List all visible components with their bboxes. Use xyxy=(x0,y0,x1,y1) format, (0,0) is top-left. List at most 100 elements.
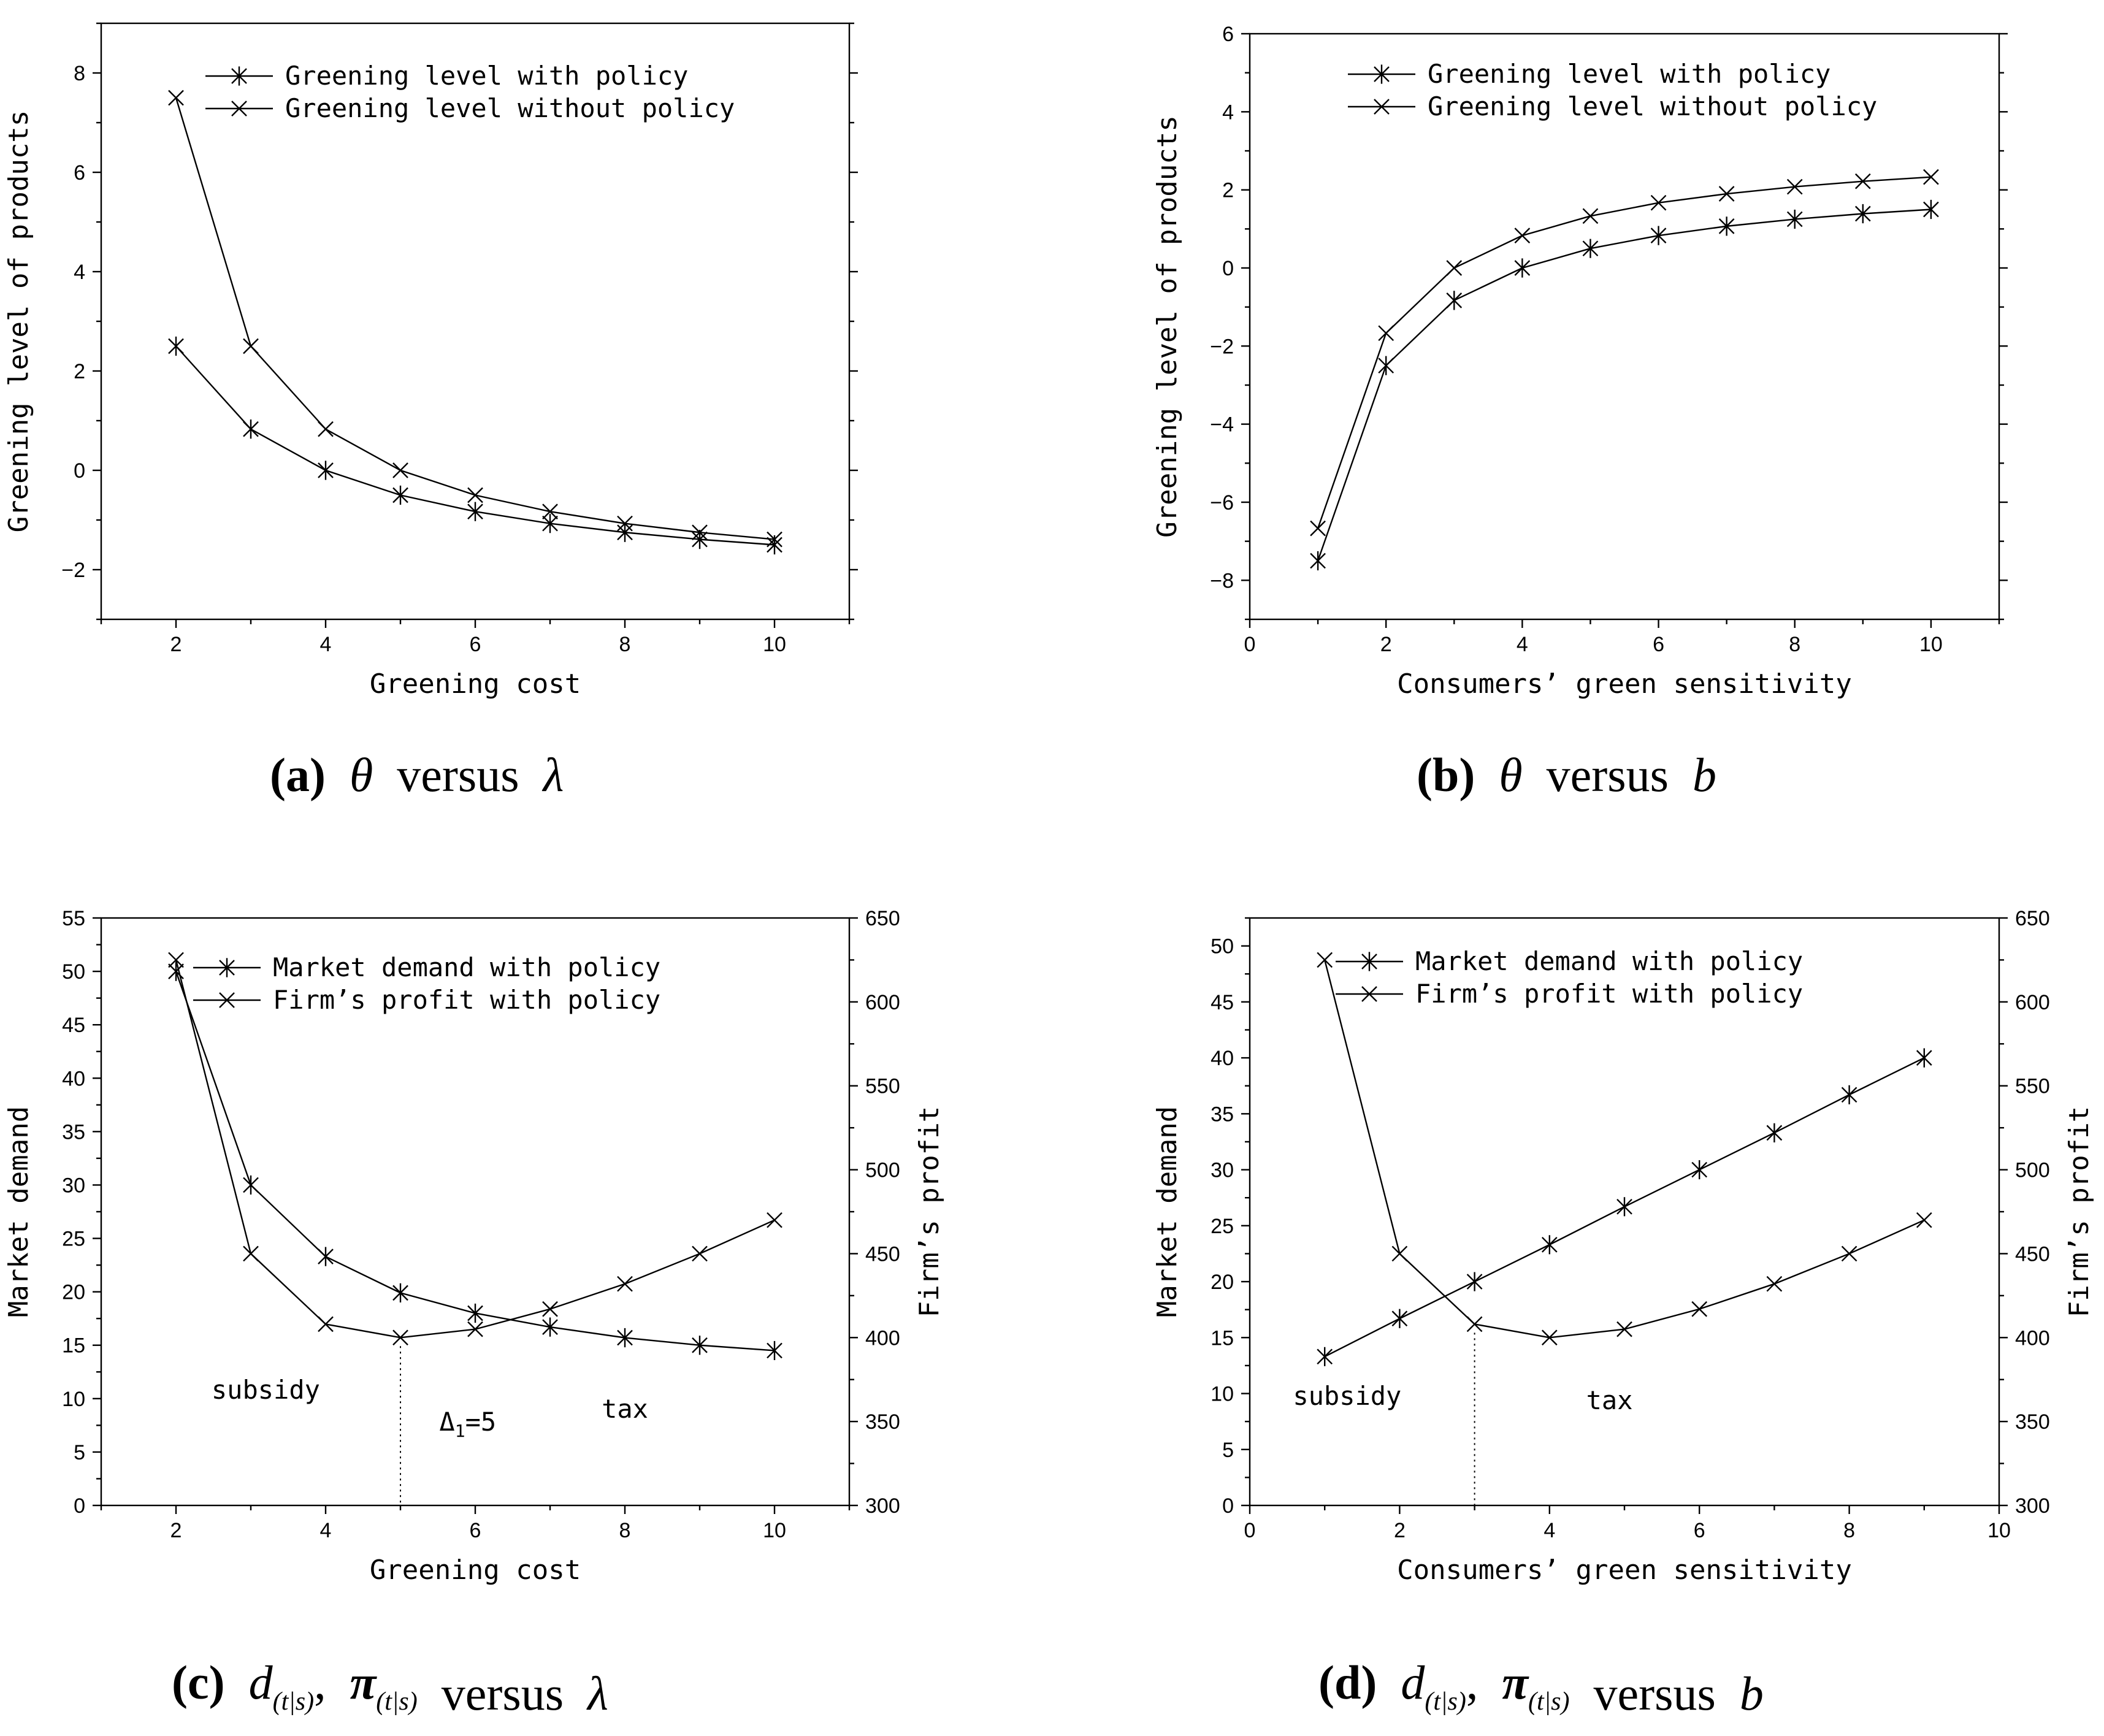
data-point-1 xyxy=(1391,1309,1408,1328)
panel-caption: (b) θ versus b xyxy=(1417,748,1716,801)
y-tick-label: 25 xyxy=(1211,1215,1234,1238)
y-tick-label: −8 xyxy=(1210,569,1234,592)
plot-frame xyxy=(1249,33,2000,621)
y-tick-label: 4 xyxy=(1222,101,1234,124)
data-point-2 xyxy=(243,338,259,354)
data-point-1 xyxy=(1923,199,1939,220)
delta-subscript: 1 xyxy=(455,1421,465,1441)
y-tick-label: 5 xyxy=(1222,1439,1234,1462)
y2-tick-label: 350 xyxy=(865,1410,900,1434)
x-tick-label: 8 xyxy=(1789,633,1800,656)
y2-tick-label: 650 xyxy=(865,907,900,930)
y-tick-label: 5 xyxy=(74,1441,85,1464)
panel-caption: (d) d(t|s), π(t|s) versus b xyxy=(1318,1656,1764,1720)
caption-d: d xyxy=(249,1656,274,1709)
x-tick-label: 10 xyxy=(763,633,786,656)
y2-tick-label: 500 xyxy=(2015,1159,2050,1182)
caption-parameter: b xyxy=(1693,748,1716,801)
data-point-2 xyxy=(1854,173,1871,189)
x-axis-label: Consumers’ green sensitivity xyxy=(1397,1554,1852,1586)
data-point-1 xyxy=(243,1175,259,1195)
y-tick-label: −6 xyxy=(1210,491,1234,514)
data-point-2 xyxy=(1317,952,1333,968)
y-axis-label: Market demand xyxy=(3,1106,34,1317)
caption-space xyxy=(1523,748,1547,801)
caption-d: d xyxy=(1401,1656,1425,1709)
caption-comma: , xyxy=(314,1656,326,1709)
y2-tick-label: 600 xyxy=(2015,991,2050,1014)
y-tick-label: 2 xyxy=(74,360,85,383)
data-point-1 xyxy=(1854,204,1871,224)
y-tick-label: 45 xyxy=(62,1014,85,1037)
legend-marker-1 xyxy=(231,66,247,86)
y-tick-label: 4 xyxy=(74,261,85,284)
y-tick-label: 6 xyxy=(74,161,85,185)
y-tick-label: 0 xyxy=(74,1494,85,1518)
y2-tick-label: 350 xyxy=(2015,1410,2050,1434)
panel-caption: (c) d(t|s), π(t|s) versus λ xyxy=(172,1656,608,1720)
x-tick-label: 0 xyxy=(1244,633,1256,656)
data-point-2 xyxy=(1378,325,1394,342)
y-tick-label: 10 xyxy=(1211,1383,1234,1406)
data-point-1 xyxy=(1916,1048,1932,1068)
data-point-1 xyxy=(168,336,184,356)
data-point-1 xyxy=(1766,1123,1783,1142)
y-tick-label: 8 xyxy=(74,62,85,85)
delta-value: =5 xyxy=(465,1407,497,1437)
data-point-1 xyxy=(542,1317,558,1337)
caption-space xyxy=(1475,748,1499,801)
x-tick-label: 10 xyxy=(763,1519,786,1542)
caption-pi: π xyxy=(350,1656,378,1709)
caption-space xyxy=(1377,1656,1401,1709)
chart-d: 0 2 4 6 8 10 0 5 10 15 20 25 30 35 40 45 50 300 350 400 450 5… xyxy=(1152,907,2095,1720)
caption-label: (c) xyxy=(172,1656,225,1709)
caption-space xyxy=(326,748,350,801)
data-point-2 xyxy=(1916,1212,1932,1228)
legend-label-1: Market demand with policy xyxy=(273,952,660,982)
series-line-2 xyxy=(175,98,775,540)
data-point-2 xyxy=(1718,186,1735,202)
data-point-1 xyxy=(243,419,259,439)
y-tick-label: 20 xyxy=(1211,1271,1234,1294)
data-point-2 xyxy=(1841,1245,1857,1262)
data-point-1 xyxy=(1718,216,1735,236)
data-point-1 xyxy=(1541,1235,1558,1255)
data-point-1 xyxy=(692,1336,708,1355)
y-tick-label: 30 xyxy=(1211,1159,1234,1182)
y-axis-label: Greening level of products xyxy=(1152,115,1183,538)
x-tick-label: 8 xyxy=(619,1519,631,1542)
data-point-2 xyxy=(542,503,558,520)
x-tick-label: 2 xyxy=(170,633,182,656)
x-tick-label: 2 xyxy=(1394,1519,1406,1542)
y-tick-label: 45 xyxy=(1211,991,1234,1014)
data-point-1 xyxy=(318,1247,334,1266)
legend-label-1: Greening level with policy xyxy=(285,61,688,91)
panel-caption: (a) θ versus λ xyxy=(270,748,564,801)
data-point-1 xyxy=(392,485,408,505)
delta-annotation: Δ1=5 xyxy=(439,1407,496,1441)
caption-space xyxy=(519,748,543,801)
caption-space xyxy=(1716,1667,1740,1720)
y2-tick-label: 600 xyxy=(865,991,900,1014)
caption-word: versus xyxy=(1547,748,1669,801)
annotation-subsidy: subsidy xyxy=(1293,1381,1401,1411)
x-tick-label: 2 xyxy=(170,1519,182,1542)
caption-subscript: (t|s) xyxy=(1528,1688,1570,1716)
y-tick-label: 50 xyxy=(62,960,85,984)
data-point-1 xyxy=(1466,1272,1483,1291)
caption-subscript: (t|s) xyxy=(273,1688,315,1716)
data-point-1 xyxy=(467,502,483,521)
caption-space xyxy=(1570,1667,1594,1720)
data-point-2 xyxy=(1310,520,1326,537)
caption-label: (d) xyxy=(1318,1656,1377,1709)
x-tick-label: 10 xyxy=(1987,1519,2011,1542)
legend-label-2: Firm’s profit with policy xyxy=(1415,979,1803,1009)
data-point-2 xyxy=(542,1301,558,1317)
caption-subscript: (t|s) xyxy=(376,1688,418,1716)
legend-marker-1 xyxy=(219,958,235,977)
legend-marker-2 xyxy=(231,101,247,117)
y-tick-label: −2 xyxy=(1210,335,1234,358)
caption-parameter: λ xyxy=(542,748,564,801)
y2-tick-label: 650 xyxy=(2015,907,2050,930)
